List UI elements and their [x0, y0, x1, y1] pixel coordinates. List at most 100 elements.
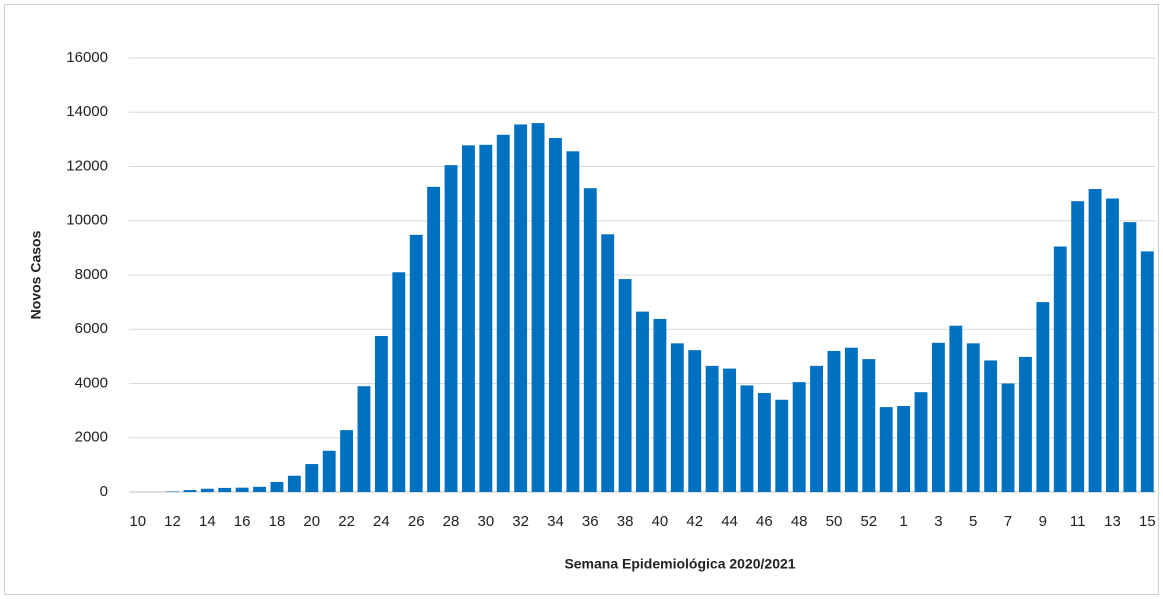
- x-tick-label: 46: [756, 513, 773, 530]
- y-axis-label: Novos Casos: [28, 230, 44, 319]
- bar: [549, 138, 562, 493]
- bar: [218, 487, 232, 492]
- bar: [723, 368, 736, 492]
- x-tick-label: 1: [899, 513, 907, 530]
- bar: [1071, 201, 1085, 492]
- bar: [879, 407, 893, 492]
- x-tick-label: 42: [686, 513, 703, 530]
- bar: [653, 318, 667, 492]
- bar: [601, 234, 615, 492]
- bar: [322, 450, 336, 492]
- bar: [757, 392, 771, 492]
- bar: [1123, 222, 1137, 492]
- bar: [636, 311, 649, 492]
- bar: [897, 406, 911, 492]
- x-tick-label: 13: [1104, 513, 1121, 530]
- bar: [183, 490, 197, 492]
- bar: [444, 165, 458, 493]
- bar: [670, 343, 684, 492]
- y-tick-label: 6000: [75, 320, 108, 337]
- bar: [166, 491, 179, 492]
- bar: [792, 382, 806, 492]
- bar: [374, 336, 388, 492]
- x-tick-label: 32: [512, 513, 529, 530]
- bar: [1140, 251, 1154, 492]
- x-tick-label: 7: [1004, 513, 1012, 530]
- x-tick-label: 16: [234, 513, 251, 530]
- bar: [914, 392, 928, 492]
- x-tick-label: 36: [582, 513, 599, 530]
- x-tick-label: 9: [1039, 513, 1047, 530]
- bar: [949, 325, 963, 492]
- y-tick-label: 14000: [66, 103, 108, 120]
- x-tick-label: 18: [269, 513, 286, 530]
- bar: [357, 386, 371, 492]
- bar: [287, 475, 301, 492]
- x-tick-label: 11: [1070, 513, 1086, 530]
- chart-border: [4, 4, 1159, 595]
- x-tick-label: 22: [338, 513, 355, 530]
- bar: [253, 486, 266, 492]
- bar: [270, 481, 284, 492]
- bar: [496, 134, 510, 493]
- y-tick-label: 8000: [75, 266, 108, 283]
- bar: [1106, 198, 1119, 492]
- bar: [966, 343, 980, 492]
- bar: [618, 279, 632, 492]
- bar: [984, 360, 998, 492]
- bar: [583, 188, 597, 492]
- x-tick-label: 24: [373, 513, 390, 530]
- bar: [827, 350, 841, 492]
- bar: [1019, 356, 1032, 492]
- bar: [775, 399, 789, 492]
- bar: [1001, 383, 1015, 492]
- x-tick-label: 52: [860, 513, 877, 530]
- bar: [740, 385, 754, 492]
- bar: [1088, 189, 1102, 493]
- bar: [461, 145, 475, 492]
- bar: [409, 234, 423, 493]
- x-tick-label: 38: [617, 513, 634, 530]
- y-tick-label: 4000: [75, 374, 108, 391]
- bar: [688, 350, 702, 492]
- bar: [705, 365, 719, 492]
- bar: [305, 464, 319, 492]
- y-tick-label: 0: [100, 483, 108, 500]
- x-tick-label: 14: [199, 513, 216, 530]
- y-tick-label: 10000: [66, 212, 108, 229]
- bar: [531, 123, 545, 492]
- x-tick-label: 40: [652, 513, 669, 530]
- y-tick-label: 2000: [75, 429, 108, 446]
- bar: [200, 488, 214, 492]
- bar: [931, 342, 945, 492]
- x-tick-label: 44: [721, 513, 738, 530]
- x-tick-label: 12: [164, 513, 181, 530]
- x-tick-label: 5: [969, 513, 977, 530]
- bar: [810, 365, 824, 492]
- bar: [1053, 246, 1067, 492]
- x-tick-label: 48: [791, 513, 808, 530]
- x-tick-label: 26: [408, 513, 425, 530]
- bar: [235, 487, 249, 492]
- bar: [1036, 302, 1050, 492]
- bar: [862, 359, 876, 492]
- x-tick-label: 28: [443, 513, 460, 530]
- x-axis-label: Semana Epidemiológica 2020/2021: [564, 556, 795, 572]
- bar: [514, 124, 528, 493]
- x-tick-label: 34: [547, 513, 564, 530]
- bar: [340, 430, 354, 492]
- bar: [566, 151, 580, 492]
- bar: [427, 186, 441, 492]
- bar: [392, 272, 406, 492]
- bar: [844, 347, 858, 492]
- x-tick-label: 3: [934, 513, 942, 530]
- x-tick-label: 10: [129, 513, 146, 530]
- x-tick-label: 20: [303, 513, 320, 530]
- bar: [479, 144, 493, 493]
- y-tick-label: 12000: [66, 157, 108, 174]
- x-tick-label: 15: [1139, 513, 1156, 530]
- x-tick-label: 50: [826, 513, 843, 530]
- x-tick-label: 30: [477, 513, 494, 530]
- y-tick-label: 16000: [66, 49, 108, 66]
